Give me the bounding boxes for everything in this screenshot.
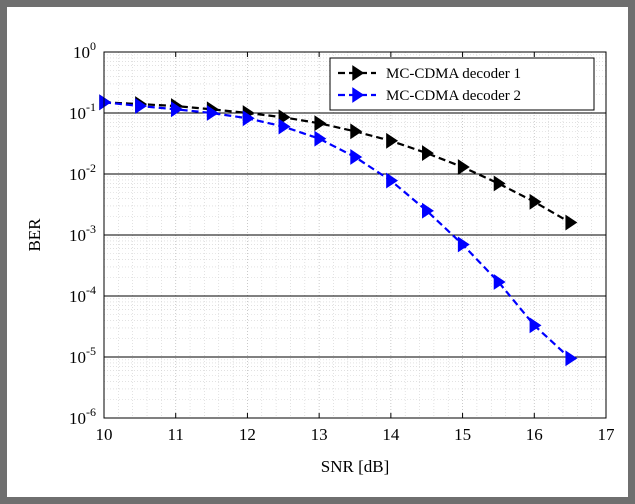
series-1-point	[350, 123, 363, 140]
y-axis-ticks: 100 10-1 10-2 10-3 10-4 10-5 10-6	[69, 39, 606, 428]
x-tick-label: 12	[239, 425, 256, 444]
series-1-point	[386, 132, 399, 149]
series-1-point	[529, 193, 542, 210]
legend-swatch-marker	[352, 65, 365, 81]
series-1-point	[314, 115, 327, 132]
y-tick-label: 10-6	[69, 405, 96, 428]
x-tick-label: 15	[454, 425, 471, 444]
series-2-point	[314, 130, 327, 147]
series-2-point	[135, 98, 148, 114]
y-tick-label: 100	[73, 39, 96, 62]
y-tick-label: 10-2	[69, 161, 96, 184]
series-2-point	[206, 105, 219, 121]
y-tick-label: 10-4	[69, 283, 96, 306]
series-2-point	[350, 149, 363, 165]
x-axis-ticks: 10 11 12 13 14 15 16 17	[96, 52, 616, 444]
series-2-point	[457, 236, 470, 253]
series-2-point	[99, 94, 112, 111]
x-axis-title: SNR [dB]	[321, 457, 389, 476]
series-2-point	[386, 172, 399, 189]
series-2-point	[278, 118, 291, 135]
y-tick-label: 10-3	[69, 222, 96, 245]
y-tick-label: 10-1	[69, 100, 96, 123]
x-tick-label: 13	[311, 425, 328, 444]
y-axis-title: BER	[25, 218, 44, 252]
series-2-point	[242, 110, 255, 127]
series-layer	[99, 94, 578, 367]
x-tick-label: 11	[168, 425, 184, 444]
x-tick-label: 14	[382, 425, 400, 444]
series-2	[99, 94, 578, 367]
series-1-point	[422, 145, 434, 162]
series-2-point	[565, 350, 578, 367]
x-tick-label: 17	[598, 425, 616, 444]
series-1-point	[565, 214, 578, 231]
legend: MC-CDMA decoder 1 MC-CDMA decoder 2	[329, 57, 595, 111]
series-1-point	[457, 159, 470, 175]
series-2-point	[529, 317, 542, 334]
legend-entry-label: MC-CDMA decoder 2	[386, 88, 521, 104]
major-grid	[104, 112, 606, 358]
series-1-point	[493, 175, 506, 192]
x-tick-label: 10	[96, 425, 113, 444]
series-2-point	[422, 202, 434, 219]
legend-box	[329, 57, 595, 111]
legend-entry-label: MC-CDMA decoder 1	[386, 66, 521, 82]
series-2-point	[171, 101, 183, 118]
x-tick-label: 16	[526, 425, 543, 444]
legend-swatch-marker	[352, 87, 365, 103]
series-2-point	[493, 274, 506, 290]
y-tick-label: 10-5	[69, 344, 96, 367]
